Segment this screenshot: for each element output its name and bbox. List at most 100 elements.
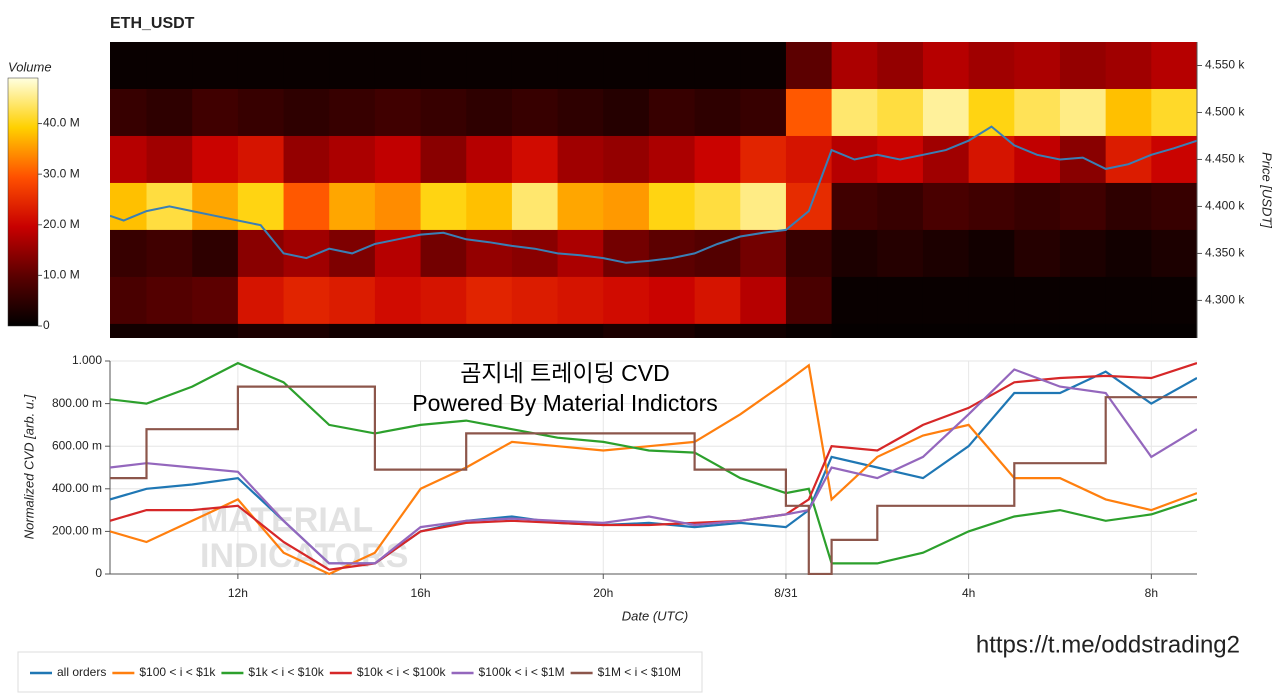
cvd-line [110,362,1197,571]
heatmap-cell [110,229,148,278]
heatmap-cell [420,182,467,231]
heatmap-cell [785,229,833,278]
heatmap-cell [374,88,422,137]
colorbar-label: Volume [8,59,52,74]
heatmap-cell [1151,323,1197,338]
heatmap-cell [420,88,467,137]
heatmap-cell [1105,42,1152,90]
heatmap-cell [146,88,193,137]
heatmap-cell [1151,229,1197,278]
x-tick-label: 20h [593,586,613,600]
heatmap-cell [192,42,239,90]
y-tick-label: 400.00 m [52,481,102,495]
heatmap-cell [557,88,604,137]
x-tick-label: 8/31 [774,586,798,600]
heatmap-cell [237,323,285,338]
heatmap-cell [329,135,376,184]
heatmap-cell [968,323,1015,338]
heatmap-cell [968,229,1015,278]
legend-label: $1k < i < $10k [248,665,324,679]
heatmap-cell [192,229,239,278]
heatmap-cell [603,42,650,90]
heatmap-cell [192,323,239,338]
heatmap-cell [283,42,330,90]
heatmap-cell [466,42,513,90]
heatmap-cell [329,323,376,338]
heatmap-cell [694,276,741,325]
heatmap-cell [648,135,696,184]
heatmap-cell [740,182,787,231]
y-tick-label: 4.500 k [1205,105,1245,119]
heatmap-cell [237,42,285,90]
y-tick-label: 800.00 m [52,396,102,410]
heatmap-cell [831,276,878,325]
heatmap-cell [603,88,650,137]
y-tick-label: 1.000 [72,353,102,367]
heatmap-cell [877,182,924,231]
heatmap-cell [146,229,193,278]
heatmap-cell [1059,323,1107,338]
heatmap-cell [1014,229,1061,278]
heatmap-cell [968,276,1015,325]
heatmap-cell [785,276,833,325]
heatmap-cell [192,88,239,137]
heatmap-cell [1014,276,1061,325]
heatmap-cell [192,182,239,231]
heatmap-cell [1014,42,1061,90]
heatmap-cell [877,229,924,278]
heatmap-cell [329,276,376,325]
heatmap-cell [922,229,970,278]
heatmap-cell [146,276,193,325]
x-tick-label: 4h [962,586,975,600]
x-tick-label: 16h [411,586,431,600]
heatmap-cell [557,135,604,184]
heatmap-cell [283,229,330,278]
heatmap-cell [922,42,970,90]
heatmap-cell [694,135,741,184]
heatmap-cell [1151,88,1197,137]
heatmap-cell [110,276,148,325]
heatmap-cell [192,135,239,184]
colorbar-tick-label: 20.0 M [43,217,80,231]
heatmap-cell [1059,182,1107,231]
heatmap-cell [603,229,650,278]
heatmap-cell [831,42,878,90]
heatmap-cell [603,135,650,184]
heatmap-cell [374,42,422,90]
heatmap-cell [1059,276,1107,325]
heatmap-cell [922,323,970,338]
heatmap-cell [1105,135,1152,184]
heatmap-cell [1105,182,1152,231]
legend-label: all orders [57,665,106,679]
heatmap-cell [329,42,376,90]
y-tick-label: 4.550 k [1205,58,1245,72]
heatmap-cell [968,42,1015,90]
colorbar-tick-label: 10.0 M [43,268,80,282]
heatmap-cell [283,135,330,184]
heatmap-cell [466,182,513,231]
heatmap-cell [785,323,833,338]
heatmap-cell [785,42,833,90]
heatmap-cell [110,182,148,231]
heatmap-cell [557,42,604,90]
heatmap-cell [557,276,604,325]
annotation: 곰지네 트레이딩 CVD [460,360,669,386]
heatmap-cell [374,276,422,325]
y-tick-label: 4.350 k [1205,246,1245,260]
heatmap-cell [1105,88,1152,137]
heatmap-cell [146,135,193,184]
heatmap-cell [877,88,924,137]
series-group [110,361,1197,575]
heatmap-cell [877,323,924,338]
heatmap-cell [329,182,376,231]
heatmap-cell [1151,42,1197,90]
y-tick-label: 600.00 m [52,438,102,452]
heatmap-cell [648,42,696,90]
price-line [110,125,1197,264]
heatmap-cell [329,88,376,137]
legend-label: $10k < i < $100k [357,665,447,679]
heatmap-cell [968,88,1015,137]
heatmap-cell [511,182,559,231]
heatmap-cell [922,88,970,137]
